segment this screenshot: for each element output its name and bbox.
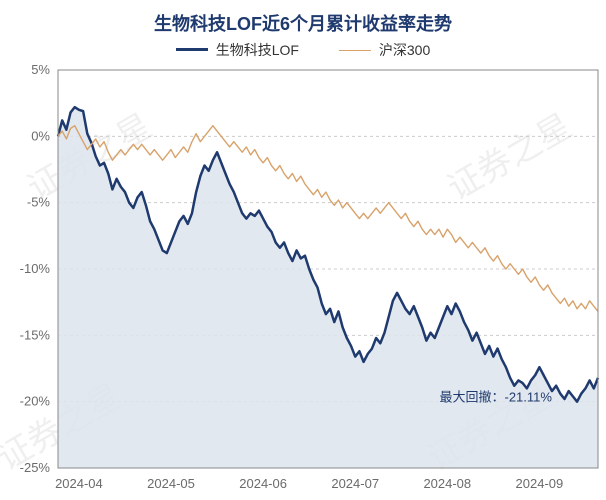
svg-text:2024-04: 2024-04	[55, 476, 103, 491]
chart-title: 生物科技LOF近6个月累计收益率走势	[0, 10, 606, 36]
plot-area: -25% -20% -15% -10% -5% 0% 5% 2024-04 2024-05 202…	[0, 62, 606, 492]
legend-label-series2: 沪深300	[379, 40, 430, 60]
legend-item-series1: 生物科技LOF	[176, 40, 299, 60]
svg-text:-25%: -25%	[20, 460, 51, 475]
svg-text:2024-07: 2024-07	[331, 476, 379, 491]
svg-text:5%: 5%	[31, 62, 50, 77]
svg-text:2024-09: 2024-09	[516, 476, 564, 491]
chart-container: 生物科技LOF近6个月累计收益率走势 生物科技LOF 沪深300 证券之星 证券…	[0, 0, 606, 500]
legend-swatch-series2	[339, 50, 371, 52]
svg-text:最大回撤：-21.11%: 最大回撤：-21.11%	[439, 390, 552, 405]
svg-text:-10%: -10%	[20, 261, 51, 276]
legend-item-series2: 沪深300	[339, 40, 430, 60]
svg-text:2024-08: 2024-08	[423, 476, 471, 491]
legend-swatch-series1	[176, 48, 208, 51]
svg-text:-20%: -20%	[20, 394, 51, 409]
legend-label-series1: 生物科技LOF	[216, 40, 299, 60]
svg-text:-15%: -15%	[20, 327, 51, 342]
svg-text:0%: 0%	[31, 128, 50, 143]
svg-text:-5%: -5%	[27, 195, 51, 210]
svg-text:2024-06: 2024-06	[239, 476, 287, 491]
svg-text:2024-05: 2024-05	[147, 476, 195, 491]
legend: 生物科技LOF 沪深300	[0, 38, 606, 60]
